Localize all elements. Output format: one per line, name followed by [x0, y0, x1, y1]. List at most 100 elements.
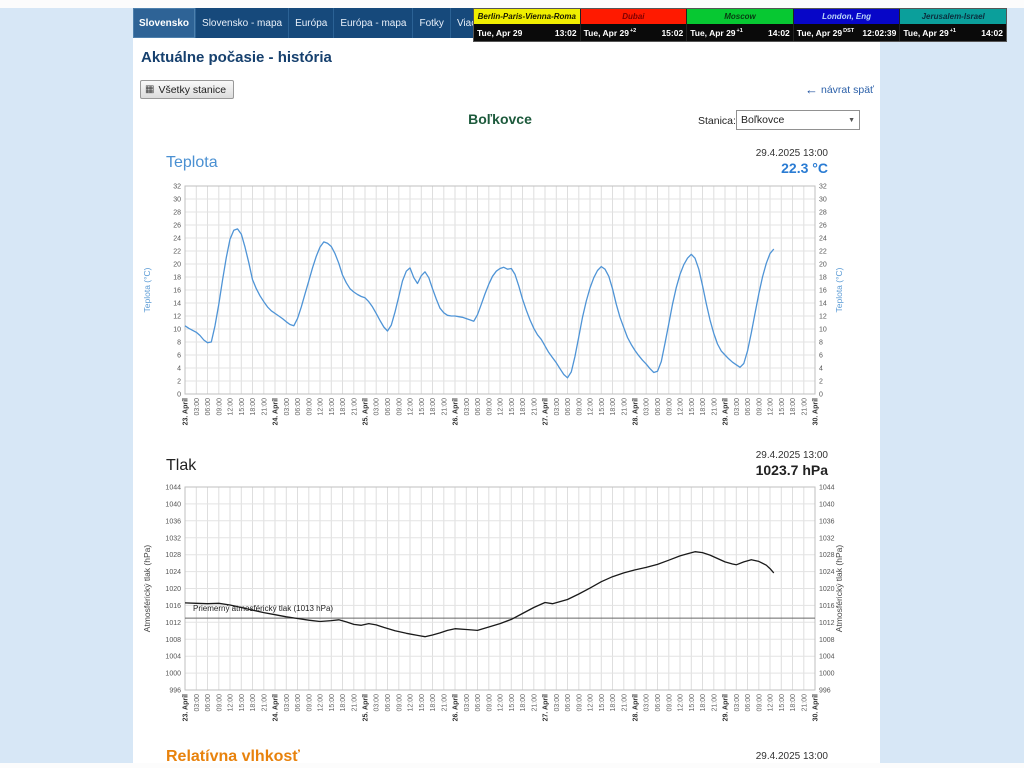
svg-text:21:00: 21:00 — [261, 398, 268, 416]
svg-text:09:00: 09:00 — [306, 398, 313, 416]
pressure-current-value: 1023.7 hPa — [755, 462, 828, 478]
temperature-chart: 0 0 2 2 4 4 6 6 8 8 10 10 12 12 14 14 16 16 18 18 20 20 22 22 24… — [140, 178, 850, 450]
svg-text:12:00: 12:00 — [678, 398, 685, 416]
svg-text:1044: 1044 — [165, 485, 181, 492]
svg-text:Priemerný atmosférický tlak (1: Priemerný atmosférický tlak (1013 hPa) — [193, 604, 333, 613]
svg-text:28: 28 — [819, 210, 827, 217]
svg-text:18:00: 18:00 — [790, 398, 797, 416]
svg-text:21:00: 21:00 — [351, 694, 358, 712]
svg-text:1020: 1020 — [165, 586, 181, 593]
clock-city-time: Tue, Apr 29+1 14:02 — [687, 24, 793, 41]
clock-city-name[interactable]: Jerusalem-Israel — [900, 9, 1006, 24]
svg-text:15:00: 15:00 — [599, 398, 606, 416]
svg-text:4: 4 — [177, 366, 181, 373]
svg-text:14: 14 — [173, 301, 181, 308]
svg-text:18:00: 18:00 — [430, 398, 437, 416]
nav-tab-fotky[interactable]: Fotky — [413, 8, 451, 38]
svg-text:30: 30 — [819, 197, 827, 204]
svg-text:15:00: 15:00 — [779, 398, 786, 416]
svg-text:30. Apríl: 30. Apríl — [813, 398, 820, 425]
svg-text:06:00: 06:00 — [745, 694, 752, 712]
svg-text:15:00: 15:00 — [509, 694, 516, 712]
svg-text:06:00: 06:00 — [745, 398, 752, 416]
chevron-down-icon: ▼ — [848, 116, 855, 124]
svg-text:03:00: 03:00 — [374, 694, 381, 712]
svg-text:18:00: 18:00 — [610, 398, 617, 416]
svg-text:12:00: 12:00 — [498, 398, 505, 416]
svg-text:1036: 1036 — [165, 518, 181, 525]
svg-text:2: 2 — [819, 379, 823, 386]
nav-tab-europa-mapa[interactable]: Európa - mapa — [334, 8, 414, 38]
clock-city-time: Tue, Apr 29+1 14:02 — [900, 24, 1006, 41]
svg-text:09:00: 09:00 — [306, 694, 313, 712]
top-strip — [0, 0, 1024, 8]
clock-city-name[interactable]: London, Eng — [793, 9, 900, 24]
svg-text:18:00: 18:00 — [520, 398, 527, 416]
svg-text:15:00: 15:00 — [329, 694, 336, 712]
svg-text:09:00: 09:00 — [576, 694, 583, 712]
svg-text:03:00: 03:00 — [464, 398, 471, 416]
svg-text:15:00: 15:00 — [419, 398, 426, 416]
svg-text:21:00: 21:00 — [801, 694, 808, 712]
pressure-timestamp: 29.4.2025 13:00 — [755, 450, 828, 461]
svg-text:27. Apríl: 27. Apríl — [543, 398, 550, 425]
clock-offset: DST — [843, 27, 855, 34]
svg-text:06:00: 06:00 — [475, 398, 482, 416]
page-title: Aktuálne počasie - história — [141, 49, 332, 66]
svg-text:1032: 1032 — [165, 535, 181, 542]
clock-city-moscow: Moscow Tue, Apr 29+1 14:02 — [687, 9, 794, 41]
svg-text:Teplota (°C): Teplota (°C) — [834, 267, 844, 312]
clock-city-name[interactable]: Dubai — [580, 9, 687, 24]
svg-text:21:00: 21:00 — [531, 694, 538, 712]
svg-text:0: 0 — [177, 392, 181, 399]
clock-date: Tue, Apr 29 — [583, 27, 629, 38]
svg-text:21:00: 21:00 — [351, 398, 358, 416]
svg-text:20: 20 — [173, 262, 181, 269]
svg-text:26. Apríl: 26. Apríl — [453, 694, 460, 721]
nav-tab-viac[interactable]: Viac... — [451, 8, 474, 38]
svg-text:28: 28 — [173, 210, 181, 217]
svg-text:15:00: 15:00 — [599, 694, 606, 712]
svg-text:1016: 1016 — [819, 603, 835, 610]
svg-text:32: 32 — [173, 184, 181, 191]
svg-text:09:00: 09:00 — [216, 398, 223, 416]
svg-text:23. Apríl: 23. Apríl — [183, 398, 190, 425]
world-clock: Berlin-Paris-Vienna-Roma Tue, Apr 29 13:… — [473, 8, 1007, 42]
svg-text:21:00: 21:00 — [711, 694, 718, 712]
svg-text:1012: 1012 — [165, 620, 181, 627]
back-link-label: návrat späť — [821, 83, 874, 96]
back-arrow-icon: ← — [805, 82, 818, 97]
stations-grid-icon: ▦ — [145, 83, 155, 95]
svg-text:1008: 1008 — [165, 637, 181, 644]
svg-text:1020: 1020 — [819, 586, 835, 593]
station-select[interactable]: Boľkovce ▼ — [736, 110, 860, 130]
clock-city-name[interactable]: Berlin-Paris-Vienna-Roma — [474, 9, 580, 24]
svg-text:16: 16 — [819, 288, 827, 295]
svg-text:03:00: 03:00 — [464, 694, 471, 712]
nav-tab-slovensko[interactable]: Slovensko — [133, 8, 197, 38]
all-stations-button[interactable]: ▦ Všetky stanice — [140, 80, 235, 99]
svg-text:25. Apríl: 25. Apríl — [363, 694, 370, 721]
svg-text:1004: 1004 — [165, 654, 181, 661]
svg-text:06:00: 06:00 — [295, 398, 302, 416]
svg-text:12:00: 12:00 — [498, 694, 505, 712]
svg-text:06:00: 06:00 — [385, 694, 392, 712]
svg-text:03:00: 03:00 — [644, 694, 651, 712]
clock-time: 14:02 — [768, 27, 790, 38]
svg-text:15:00: 15:00 — [779, 694, 786, 712]
svg-text:06:00: 06:00 — [475, 694, 482, 712]
svg-text:29. Apríl: 29. Apríl — [723, 694, 730, 721]
svg-text:12:00: 12:00 — [768, 398, 775, 416]
svg-text:12: 12 — [819, 314, 827, 321]
svg-text:1024: 1024 — [819, 569, 835, 576]
svg-text:09:00: 09:00 — [396, 398, 403, 416]
svg-text:996: 996 — [819, 688, 831, 695]
svg-text:2: 2 — [177, 379, 181, 386]
svg-text:6: 6 — [177, 353, 181, 360]
svg-text:03:00: 03:00 — [284, 694, 291, 712]
clock-city-name[interactable]: Moscow — [687, 9, 793, 24]
nav-tab-europa[interactable]: Európa — [289, 8, 335, 38]
back-link[interactable]: ← návrat späť — [805, 83, 874, 96]
nav-tab-slovensko-mapa[interactable]: Slovensko - mapa — [196, 8, 290, 38]
svg-text:12:00: 12:00 — [768, 694, 775, 712]
